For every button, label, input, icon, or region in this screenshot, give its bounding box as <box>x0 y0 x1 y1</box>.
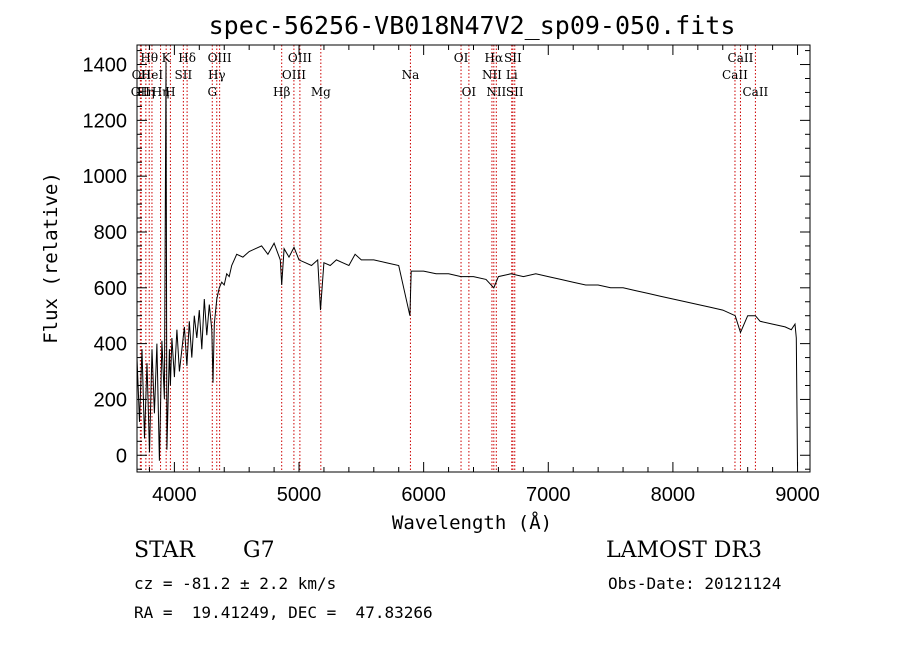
plot-frame <box>136 44 811 473</box>
line-marker-label: OIII <box>208 51 232 65</box>
survey-name: LAMOST DR3 <box>606 538 762 563</box>
line-marker-label: SII <box>506 85 524 99</box>
x-tick-label: 4000 <box>152 484 197 506</box>
line-marker-label: Hα <box>485 51 504 65</box>
line-marker-label: G <box>207 85 217 99</box>
line-marker-label: CaII <box>728 51 754 65</box>
line-marker-label: Na <box>402 68 420 82</box>
line-marker-label: OIII <box>282 68 306 82</box>
line-marker-labels: OIIOIIHηHθHeIHηKHSIIHδGHγOIIIHβOIIIOIIIM… <box>131 51 769 99</box>
line-marker-label: Mg <box>311 85 331 99</box>
x-tick-label: 5000 <box>277 484 322 506</box>
line-marker-label: OII <box>132 68 152 82</box>
line-marker-label: H <box>165 85 175 99</box>
line-marker-label: OI <box>462 85 477 99</box>
line-markers <box>139 45 756 472</box>
y-tick-label: 600 <box>94 278 127 300</box>
x-tick-label: 7000 <box>526 484 571 506</box>
x-axis-ticks: 4000 5000 6000 7000 8000 9000 <box>148 45 820 506</box>
y-tick-label: 1400 <box>83 55 128 77</box>
y-tick-label: 400 <box>94 334 127 356</box>
line-marker-label: NII <box>482 68 502 82</box>
y-axis-ticks: 0 200 400 600 800 1000 1200 1400 <box>83 50 810 470</box>
line-marker-label: K <box>162 51 172 65</box>
line-marker-label: CaII <box>722 68 748 82</box>
line-marker-label: HeI <box>141 68 164 82</box>
x-tick-label: 8000 <box>651 484 696 506</box>
object-subclass: G7 <box>243 538 275 563</box>
line-marker-label: Hβ <box>273 85 290 99</box>
y-axis-label: Flux (relative) <box>40 172 62 344</box>
y-tick-label: 1200 <box>83 110 128 132</box>
line-marker-label: SII <box>175 68 193 82</box>
coordinates: RA = 19.41249, DEC = 47.83266 <box>134 603 433 622</box>
line-marker-label: CaII <box>742 85 768 99</box>
line-marker-label: Hγ <box>208 68 226 82</box>
line-marker-label: Li <box>506 68 518 82</box>
x-axis-label: Wavelength (Å) <box>392 511 552 534</box>
chart-title: spec-56256-VB018N47V2_sp09-050.fits <box>209 11 736 40</box>
y-tick-label: 1000 <box>83 166 128 188</box>
y-tick-label: 800 <box>94 222 127 244</box>
redshift-value: cz = -81.2 ± 2.2 km/s <box>134 574 337 593</box>
line-marker-label: SII <box>504 51 522 65</box>
line-marker-label: Hη <box>152 85 170 99</box>
line-marker-label: Hη <box>137 85 155 99</box>
object-class: STAR <box>134 538 195 563</box>
line-marker-label: OIII <box>288 51 312 65</box>
obs-date: Obs-Date: 20121124 <box>608 574 782 593</box>
x-tick-label: 6000 <box>401 484 446 506</box>
y-tick-label: 200 <box>94 389 127 411</box>
line-marker-label: NII <box>486 85 506 99</box>
x-tick-label: 9000 <box>775 484 820 506</box>
y-tick-label: 0 <box>116 445 127 467</box>
line-marker-label: OI <box>454 51 469 65</box>
spectrum-series-line <box>136 61 798 467</box>
line-marker-label: Hθ <box>140 51 158 65</box>
line-marker-label: Hδ <box>178 51 196 65</box>
